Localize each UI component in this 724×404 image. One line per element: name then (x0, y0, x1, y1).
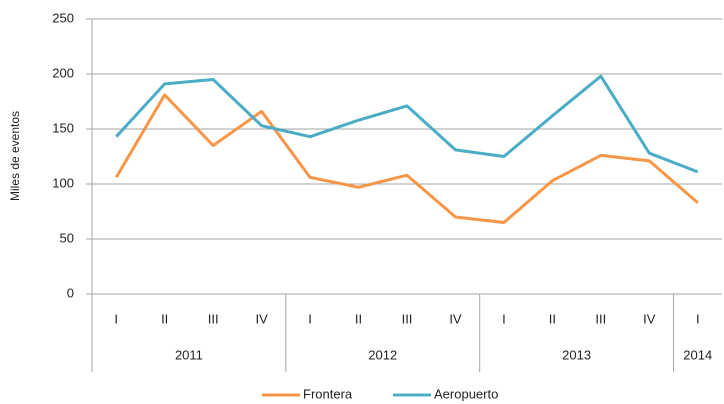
x-tick-label: I (696, 311, 700, 326)
y-tick-label: 250 (52, 10, 74, 25)
y-tick-label: 200 (52, 65, 74, 80)
group-label: 2014 (683, 347, 712, 362)
x-tick-label: III (208, 311, 219, 326)
x-tick-label: III (595, 311, 606, 326)
x-tick-label: III (402, 311, 413, 326)
series-line (115, 74, 699, 174)
x-tick-label: IV (255, 311, 268, 326)
x-tick-label: I (308, 311, 312, 326)
x-tick-label: IV (449, 311, 462, 326)
y-tick-label: 100 (52, 175, 74, 190)
series-line (114, 93, 699, 224)
y-tick-label: 150 (52, 120, 74, 135)
legend-label: Aeropuerto (434, 386, 498, 401)
x-tick-label: II (161, 311, 168, 326)
legend-label: Frontera (303, 386, 353, 401)
x-tick-label: I (502, 311, 506, 326)
y-axis-title: Miles de eventos (8, 111, 22, 201)
x-tick-label: II (549, 311, 556, 326)
group-label: 2013 (562, 347, 591, 362)
group-label: 2011 (175, 347, 203, 362)
x-tick-label: I (114, 311, 118, 326)
x-tick-label: IV (643, 311, 656, 326)
group-label: 2012 (368, 347, 397, 362)
y-tick-label: 0 (67, 285, 74, 300)
y-tick-label: 50 (60, 230, 74, 245)
x-tick-label: II (355, 311, 362, 326)
